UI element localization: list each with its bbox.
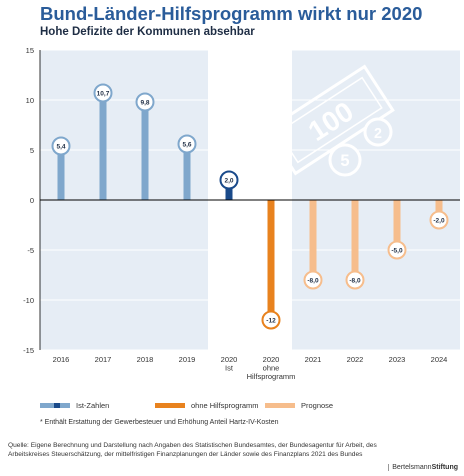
y-tick-label: 15 — [26, 46, 34, 55]
data-label-circle — [177, 134, 197, 154]
x-tick-label: 2018 — [137, 355, 154, 364]
bar — [393, 200, 401, 250]
data-label: -5,0 — [391, 248, 403, 255]
data-label-circle — [303, 270, 323, 290]
x-tick-label: 2020 ohne Hilfsprogramm — [247, 355, 296, 381]
coin-icon — [363, 117, 393, 147]
y-tick-label: -5 — [27, 246, 34, 255]
x-tick-label: 2023 — [389, 355, 406, 364]
chart-subtitle: Hohe Defizite der Kommunen absehbar — [40, 26, 255, 38]
bar — [267, 200, 275, 320]
data-label: -12 — [266, 318, 276, 325]
data-label: 9,8 — [140, 100, 149, 107]
data-label-circle — [93, 83, 113, 103]
bar — [183, 144, 191, 200]
bar — [435, 200, 443, 220]
x-tick-label: 2017 — [95, 355, 112, 364]
data-label-circle — [345, 270, 365, 290]
x-tick-label: 2019 — [179, 355, 196, 364]
coin-label: 5 — [340, 152, 349, 170]
coin-label: 2 — [374, 126, 382, 142]
legend-swatch — [155, 403, 185, 408]
y-tick-label: 10 — [26, 96, 34, 105]
data-label: 2,0 — [224, 178, 233, 185]
data-label: 5,4 — [56, 144, 65, 151]
x-tick-label: 2016 — [53, 355, 70, 364]
brand-name-part1: Bertelsmann — [392, 464, 432, 471]
data-label-circle — [261, 310, 281, 330]
bar — [351, 200, 359, 280]
data-label-circle — [135, 92, 155, 112]
y-tick-label: -15 — [23, 346, 34, 355]
bar-chart: 10 0 5 2 5,4 10,7 9,8 5,6 2,0 -12 -8,0 -8,0 -5,0 -2,… — [23, 46, 460, 410]
data-label-circle — [387, 240, 407, 260]
data-label: -8,0 — [349, 278, 361, 285]
x-tick-label: 2022 — [347, 355, 364, 364]
x-tick-label: 2021 — [305, 355, 322, 364]
chart-title: Bund-Länder-Hilfsprogramm wirkt nur 2020 — [40, 3, 423, 24]
data-label: -8,0 — [307, 278, 319, 285]
footnote: * Enthält Erstattung der Gewerbesteuer u… — [40, 419, 279, 426]
bar — [99, 93, 107, 200]
y-tick-label: -10 — [23, 296, 34, 305]
x-tick-label: 2024 — [431, 355, 448, 364]
brand-name-part2: Stiftung — [431, 464, 458, 471]
legend-label: Prognose — [301, 401, 333, 410]
source-note: Quelle: Eigene Berechnung und Darstellun… — [8, 442, 377, 458]
brand-logo: BertelsmannStiftung — [388, 464, 458, 471]
bar — [141, 102, 149, 200]
data-label: 10,7 — [97, 91, 110, 98]
data-label-circle — [429, 210, 449, 230]
data-label-circle — [51, 136, 71, 156]
legend-swatch-accent — [54, 403, 60, 408]
x-tick-label: 2020 Ist — [221, 355, 238, 373]
legend-swatch — [265, 403, 295, 408]
data-label: 5,6 — [182, 142, 191, 149]
bar — [225, 180, 233, 200]
bar — [309, 200, 317, 280]
bar — [57, 146, 65, 200]
coin-icon — [328, 143, 362, 177]
data-label: -2,0 — [433, 218, 445, 225]
y-tick-label: 0 — [30, 196, 34, 205]
legend-label: ohne Hilfsprogramm — [191, 401, 259, 410]
data-label-circle — [219, 170, 239, 190]
y-tick-label: 5 — [30, 146, 34, 155]
legend-label: Ist-Zahlen — [76, 401, 109, 410]
